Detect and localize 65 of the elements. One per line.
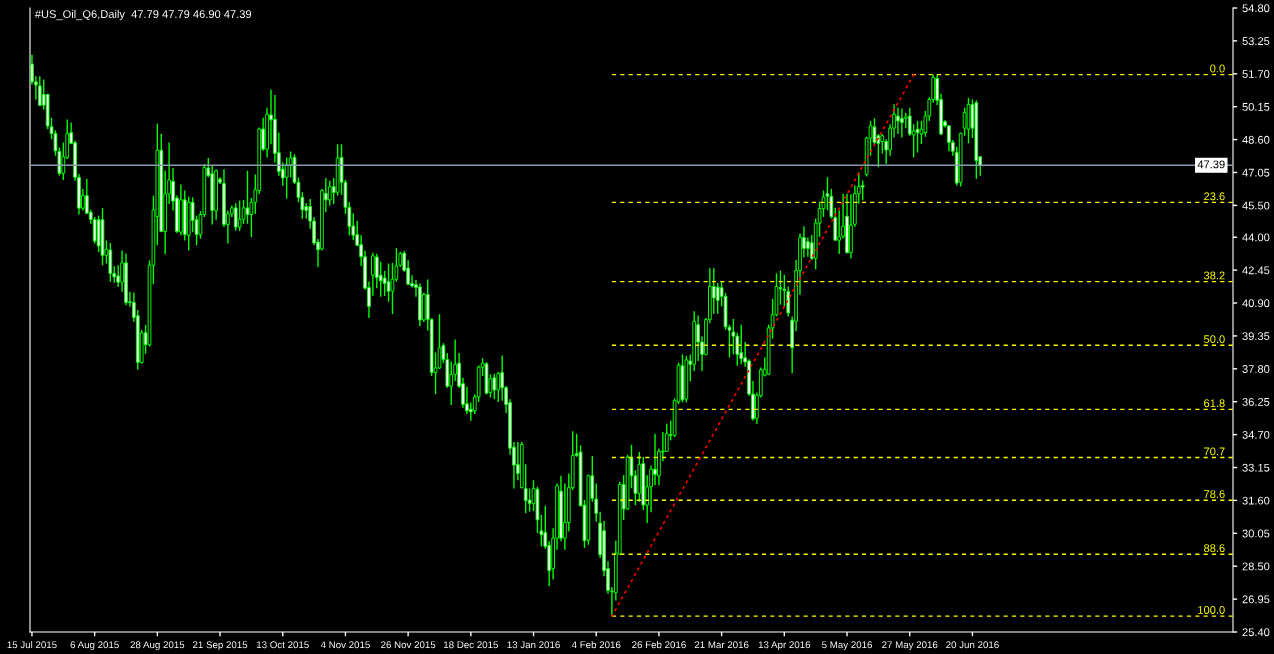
candlestick (116, 264, 121, 288)
annotation: 100.0 (1198, 606, 1225, 614)
y-tick-label: 48.60 (1242, 135, 1270, 144)
x-tick-label: 4 Feb 2016 (571, 641, 621, 649)
y-tick-label: 42.45 (1242, 266, 1270, 275)
candlestick (527, 487, 532, 513)
x-tick-label: 5 May 2016 (822, 641, 872, 651)
annotation: 0.0 (1210, 64, 1225, 73)
y-tick-label: 26.95 (1242, 595, 1270, 604)
x-tick-label: 6 Aug 2015 (70, 641, 119, 651)
candlestick (805, 236, 810, 258)
x-tick-label: 20 Jun 2016 (946, 641, 999, 649)
annotation: 61.8 (1204, 399, 1225, 408)
chart-title: #US_Oil_Q6,Daily 47.79 47.79 46.90 47.39 (34, 9, 252, 21)
x-tick-label: 26 Nov 2015 (381, 641, 436, 649)
annotation: 70.7 (1204, 447, 1225, 456)
candlestick (92, 216, 97, 245)
candlestick (900, 107, 904, 139)
candlestick (880, 133, 885, 155)
y-tick-label: 25.40 (1242, 628, 1270, 637)
candlestick (896, 107, 900, 135)
candlestick (37, 75, 42, 107)
x-tick-label: 26 Feb 2016 (632, 641, 686, 649)
y-tick-label: 31.60 (1242, 496, 1270, 505)
x-tick-label: 27 May 2016 (882, 641, 938, 651)
x-tick-label: 13 Apr 2016 (758, 641, 811, 651)
y-tick-label: 39.35 (1242, 332, 1270, 341)
annotation: 50.0 (1203, 335, 1225, 344)
y-tick-label: 36.25 (1242, 397, 1270, 406)
y-tick-label: 47.05 (1242, 168, 1270, 177)
x-tick-label: 15 Jul 2015 (7, 641, 57, 649)
y-tick-label: 33.15 (1242, 463, 1270, 472)
annotation: 88.6 (1204, 544, 1225, 553)
y-tick-label: 51.70 (1242, 70, 1270, 78)
x-tick-label: 4 Nov 2015 (320, 641, 370, 649)
y-tick-label: 34.70 (1242, 430, 1270, 439)
x-tick-label: 13 Oct 2015 (257, 641, 309, 649)
x-tick-label: 18 Dec 2015 (444, 641, 498, 649)
candlestick (653, 433, 657, 486)
candlestick (390, 262, 395, 315)
y-tick-label: 54.80 (1242, 4, 1270, 13)
y-tick-label: 50.15 (1242, 102, 1270, 111)
y-tick-label: 45.50 (1242, 201, 1270, 210)
x-tick-label: 21 Mar 2016 (694, 641, 749, 649)
candlestick (245, 170, 250, 225)
candlestick (860, 179, 865, 201)
y-tick-label: 30.05 (1242, 529, 1270, 538)
y-tick-label: 53.25 (1242, 37, 1270, 46)
candlestick (739, 323, 744, 365)
y-tick-label: 44.00 (1242, 233, 1270, 242)
annotation: 38.2 (1203, 271, 1225, 280)
annotation: 78.6 (1204, 490, 1225, 498)
y-tick-label: 37.80 (1242, 365, 1270, 373)
annotation: 23.6 (1204, 192, 1225, 201)
candlestick (715, 282, 720, 315)
x-tick-label: 13 Jan 2016 (507, 641, 560, 649)
x-tick-label: 28 Aug 2015 (130, 641, 185, 651)
candlestick (947, 124, 951, 152)
y-tick-label: 28.50 (1242, 562, 1270, 571)
candlestick (492, 373, 497, 400)
candlestick (731, 318, 736, 356)
y-tick-label: 40.90 (1242, 299, 1270, 308)
ref-line-label: 47.39 (1197, 160, 1225, 169)
candlestick (237, 199, 242, 232)
x-tick-label: 21 Sep 2015 (192, 641, 248, 651)
